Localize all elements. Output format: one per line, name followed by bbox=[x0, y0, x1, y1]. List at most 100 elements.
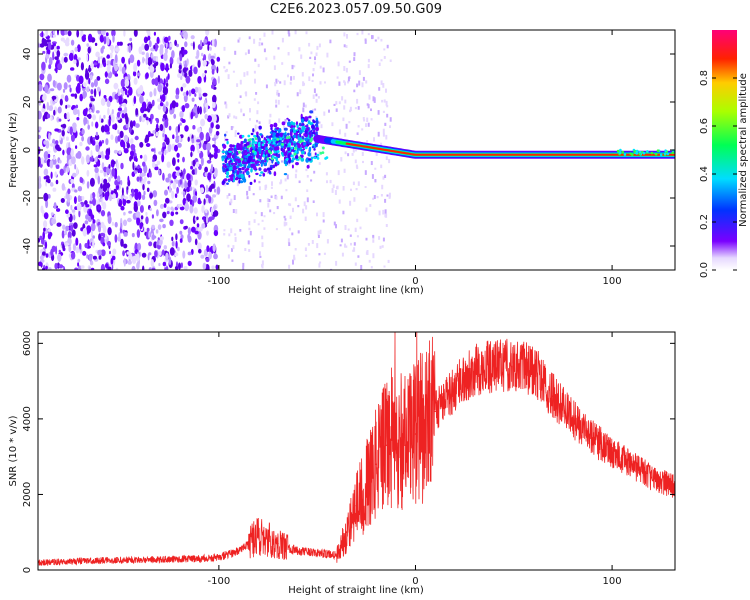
spectrogram-faint-dot bbox=[249, 230, 252, 236]
snr-point bbox=[257, 535, 260, 537]
spectrogram-faint-dot bbox=[318, 263, 321, 268]
spectrogram-faint-dot bbox=[224, 136, 227, 142]
spectrogram-faint-dot bbox=[253, 98, 256, 101]
spectrogram-noise-dot bbox=[151, 214, 154, 219]
spectrogram-noise-dot bbox=[196, 139, 201, 143]
spectrogram-noise-dot bbox=[181, 119, 186, 123]
spectrogram-faint-dot bbox=[377, 110, 380, 115]
spectrogram-noise-dot bbox=[116, 175, 121, 182]
spectrogram-noise-dot bbox=[106, 100, 111, 108]
spectrogram-faint-dot bbox=[354, 227, 357, 232]
spectrogram-faint-dot bbox=[323, 252, 326, 255]
spectrogram-faint-dot bbox=[225, 68, 228, 72]
spectrogram-noise-dot bbox=[86, 43, 89, 47]
spectrogram-noise-dot bbox=[49, 88, 55, 92]
spectrogram-faint-dot bbox=[332, 184, 335, 189]
spectrogram-noise-dot bbox=[160, 62, 165, 72]
spectrogram-cluster-dot bbox=[257, 137, 261, 142]
spectrogram-noise-dot bbox=[200, 118, 206, 127]
spectrogram-noise-dot bbox=[169, 219, 174, 226]
snr-ytick-label: 6000 bbox=[22, 331, 33, 356]
spectrogram-noise-dot bbox=[131, 233, 135, 238]
spectrogram-faint-dot bbox=[354, 262, 357, 266]
spectrogram-noise-dot bbox=[123, 196, 129, 200]
spectrogram-cluster-dot bbox=[289, 131, 293, 136]
spectrogram-noise-dot bbox=[50, 171, 53, 179]
spectrogram-noise-dot bbox=[162, 105, 167, 113]
spectrogram-faint-dot bbox=[380, 38, 383, 42]
spectrogram-noise-dot bbox=[48, 105, 54, 111]
spectrogram-faint-dot bbox=[233, 115, 236, 119]
spectrogram-faint-dot bbox=[268, 160, 271, 164]
spectrogram-noise-dot bbox=[75, 152, 81, 159]
spectrogram-faint-dot bbox=[259, 38, 262, 41]
spectrogram-noise-dot bbox=[91, 192, 96, 199]
spectrogram-noise-dot bbox=[189, 204, 194, 214]
spectrogram-noise-dot bbox=[114, 170, 118, 177]
spectrogram-faint-dot bbox=[236, 83, 239, 87]
spectrogram-faint-dot bbox=[242, 262, 245, 267]
spectrogram-cluster-dot bbox=[244, 143, 248, 147]
spectrogram-cluster-dot bbox=[308, 158, 312, 161]
snr-frame bbox=[37, 331, 676, 571]
spectrogram-noise-dot bbox=[202, 92, 208, 97]
spectrogram-cluster-dot bbox=[304, 116, 309, 121]
spectrogram-noise-dot bbox=[139, 84, 144, 94]
spectrogram-cluster-dot bbox=[226, 163, 229, 167]
spectrogram-faint-dot bbox=[352, 148, 355, 153]
spectrogram-faint-dot bbox=[339, 244, 342, 247]
spectrogram-faint-dot bbox=[385, 88, 387, 93]
spectrogram-noise-dot bbox=[198, 93, 202, 98]
spectrogram-faint-dot bbox=[267, 203, 270, 208]
spectrogram-noise-dot bbox=[73, 222, 78, 230]
spectrogram-noise-dot bbox=[52, 34, 57, 38]
spectrogram-cluster-dot bbox=[224, 133, 227, 137]
spectrogram-noise-dot bbox=[149, 207, 152, 212]
spectrogram-cluster-dot bbox=[229, 144, 233, 148]
spectrogram-noise-dot bbox=[38, 156, 41, 165]
spectrogram-noise-dot bbox=[171, 236, 174, 242]
spectrogram-faint-dot bbox=[309, 116, 312, 121]
spectrogram-noise-dot bbox=[216, 186, 221, 195]
spectrogram-noise-dot bbox=[38, 175, 42, 185]
spectrogram-faint-dot bbox=[263, 227, 266, 230]
spectrogram-faint-dot bbox=[370, 118, 373, 121]
spectrogram-noise-dot bbox=[179, 219, 184, 225]
colorbar-tick-label: 0.0 bbox=[699, 262, 710, 278]
spectrogram-noise-dot bbox=[139, 94, 144, 104]
signal-speckle bbox=[621, 150, 624, 154]
spectrogram-cluster-dot bbox=[231, 154, 235, 159]
spectrogram-faint-dot bbox=[227, 74, 230, 80]
spectrogram-cluster-dot bbox=[286, 132, 290, 136]
spectrogram-faint-dot bbox=[386, 44, 389, 49]
spectrogram-faint-dot bbox=[337, 170, 340, 176]
spectrogram-cluster-dot bbox=[280, 132, 283, 138]
spectrogram-cluster-dot bbox=[263, 160, 267, 163]
spectrogram-noise-dot bbox=[90, 135, 93, 144]
spectrogram-cluster-dot bbox=[258, 168, 262, 171]
spectrogram-faint-dot bbox=[347, 80, 350, 84]
spectrogram-faint-dot bbox=[288, 264, 291, 269]
spectrogram-noise-dot bbox=[212, 243, 216, 252]
spectrogram-cluster-dot bbox=[278, 129, 281, 134]
spectrogram-faint-dot bbox=[254, 124, 257, 130]
spectrogram-noise-dot bbox=[155, 131, 159, 137]
spectrogram-faint-dot bbox=[365, 237, 368, 241]
spectrogram-faint-dot bbox=[257, 126, 260, 129]
spectrogram-noise-dot bbox=[212, 114, 217, 123]
spectrogram-noise-dot bbox=[131, 255, 137, 264]
spectrogram-noise-dot bbox=[216, 56, 221, 62]
spectrogram-noise-dot bbox=[190, 151, 193, 158]
spectrogram-noise-dot bbox=[47, 267, 52, 270]
spectrogram-noise-dot bbox=[42, 231, 45, 240]
spectrogram-noise-dot bbox=[74, 267, 79, 270]
spectrogram-faint-dot bbox=[270, 195, 273, 199]
signal-speckle bbox=[642, 152, 646, 155]
spectrogram-noise-dot bbox=[95, 121, 99, 129]
spectrogram-noise-dot bbox=[73, 196, 77, 205]
spectrogram-cluster-dot bbox=[288, 158, 291, 164]
spectrogram-faint-dot bbox=[230, 126, 233, 131]
snr-point bbox=[375, 463, 378, 466]
spectrogram-faint-dot bbox=[372, 197, 375, 200]
